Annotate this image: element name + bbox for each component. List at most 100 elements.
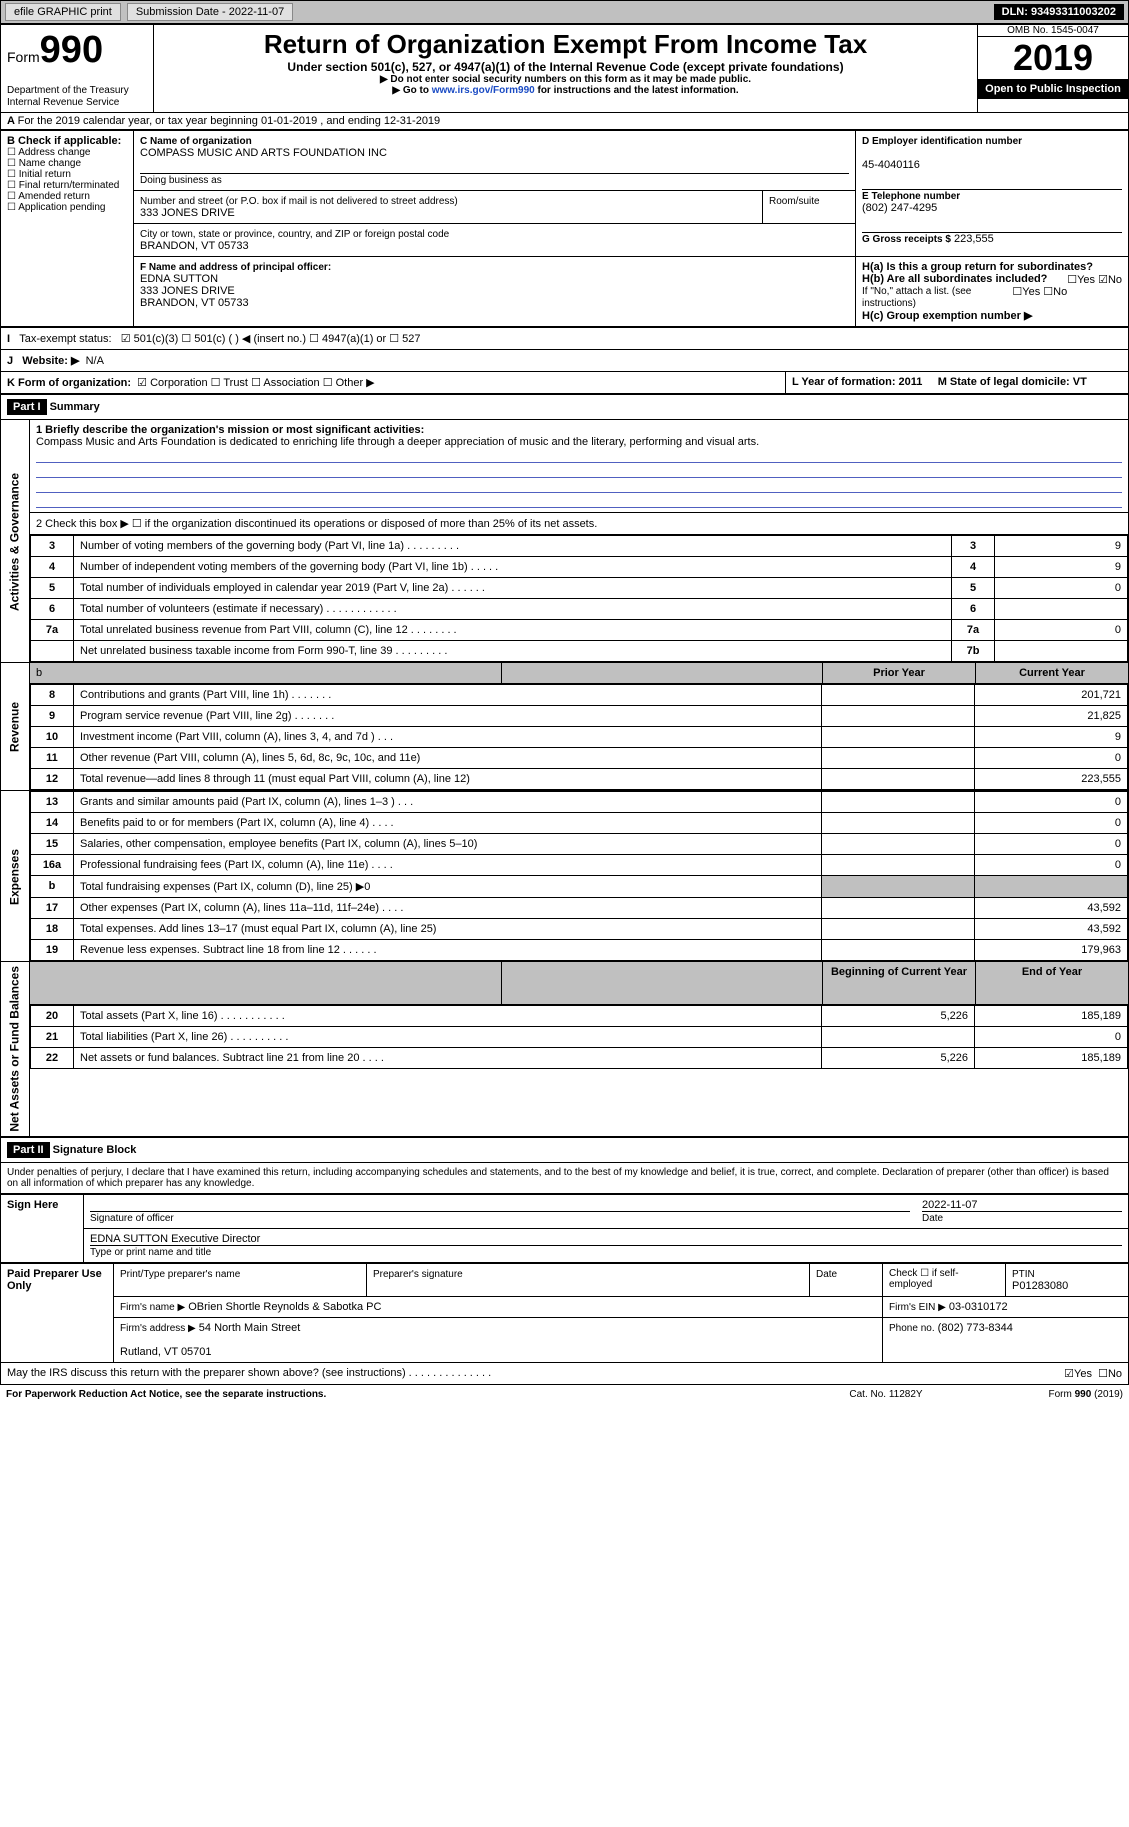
part1-table: Part I Summary Activities & Governance 1… <box>0 394 1129 1137</box>
checkbox-b-item[interactable]: ☐ Address change <box>7 147 127 158</box>
line-num: 17 <box>31 898 74 919</box>
checkbox-b-item[interactable]: ☐ Amended return <box>7 191 127 202</box>
line-num: 22 <box>31 1047 74 1068</box>
q2-cell: 2 Check this box ▶ ☐ if the organization… <box>30 513 1129 535</box>
current-year-val: 0 <box>975 1026 1128 1047</box>
line-text: Total expenses. Add lines 13–17 (must eq… <box>74 919 822 940</box>
line-val <box>995 599 1128 620</box>
checkbox-b-item[interactable]: ☐ Initial return <box>7 169 127 180</box>
line-text: Benefits paid to or for members (Part IX… <box>74 813 822 834</box>
omb-label: OMB No. 1545-0047 <box>978 25 1128 37</box>
form-version: Form 990 (2019) <box>967 1385 1129 1404</box>
gross-receipts: 223,555 <box>954 233 994 245</box>
form-org-option[interactable]: ☐ Association <box>251 377 323 389</box>
checkbox-b-item[interactable]: ☐ Name change <box>7 158 127 169</box>
irs-link[interactable]: www.irs.gov/Form990 <box>432 85 535 96</box>
current-year-val: 179,963 <box>975 940 1128 961</box>
website-cell: J Website: ▶ N/A <box>1 350 1129 372</box>
note-goto: ▶ Go to www.irs.gov/Form990 for instruct… <box>160 85 971 96</box>
current-year-val: 0 <box>975 792 1128 813</box>
line-val: 0 <box>995 578 1128 599</box>
vlabel-netassets: Net Assets or Fund Balances <box>1 962 30 1137</box>
current-year-val: 223,555 <box>975 769 1128 790</box>
header-table: Form990 Department of the Treasury Inter… <box>0 24 1129 113</box>
ein-value: 45-4040116 <box>862 159 920 171</box>
checkbox-b-item[interactable]: ☐ Final return/terminated <box>7 180 127 191</box>
ijk-table: I Tax-exempt status: ☑ 501(c)(3) ☐ 501(c… <box>0 327 1129 394</box>
line-num: 12 <box>31 769 74 790</box>
vlabel-revenue: Revenue <box>1 663 30 791</box>
line-box: 7b <box>952 641 995 662</box>
line-text: Total revenue—add lines 8 through 11 (mu… <box>74 769 822 790</box>
firm-addr-cell: Firm's address ▶ 54 North Main Street Ru… <box>114 1317 883 1362</box>
prep-name-cell: Print/Type preparer's name <box>114 1263 367 1296</box>
sig-date-cell: 2022-11-07 Date <box>916 1194 1129 1228</box>
org-name: COMPASS MUSIC AND ARTS FOUNDATION INC <box>140 147 387 159</box>
line-num: 10 <box>31 727 74 748</box>
efile-print-button[interactable]: efile GRAPHIC print <box>5 3 121 21</box>
line-text: Other expenses (Part IX, column (A), lin… <box>74 898 822 919</box>
firm-name-cell: Firm's name ▶ OBrien Shortle Reynolds & … <box>114 1296 883 1317</box>
prior-year-val <box>822 876 975 898</box>
line-box: 5 <box>952 578 995 599</box>
tax-status-option[interactable]: ☐ 4947(a)(1) or <box>309 333 389 345</box>
line-val: 9 <box>995 557 1128 578</box>
line-text: Net assets or fund balances. Subtract li… <box>74 1047 822 1068</box>
line-num: 18 <box>31 919 74 940</box>
line-num: 11 <box>31 748 74 769</box>
line-num: 5 <box>31 578 74 599</box>
b-label: b <box>30 663 502 684</box>
line-text: Total liabilities (Part X, line 26) . . … <box>74 1026 822 1047</box>
officer-name: EDNA SUTTON <box>140 273 218 285</box>
section-a-row: A For the 2019 calendar year, or tax yea… <box>0 113 1129 130</box>
checkbox-b-cell: B Check if applicable: ☐ Address change☐… <box>1 131 134 327</box>
line-num: 21 <box>31 1026 74 1047</box>
form-org-cell: K Form of organization: ☑ Corporation ☐ … <box>1 372 786 394</box>
part1-label: Part I <box>7 399 47 415</box>
line-val: 0 <box>995 620 1128 641</box>
current-year-val: 43,592 <box>975 898 1128 919</box>
entity-info-table: B Check if applicable: ☐ Address change☐… <box>0 130 1129 327</box>
line-num: 20 <box>31 1005 74 1026</box>
line-text: Total number of volunteers (estimate if … <box>74 599 952 620</box>
line-num: 14 <box>31 813 74 834</box>
line-text: Number of independent voting members of … <box>74 557 952 578</box>
line-num <box>31 641 74 662</box>
tax-status-option[interactable]: ☐ 501(c) ( ) ◀ (insert no.) <box>181 333 309 345</box>
officer-typed-name: EDNA SUTTON Executive Director <box>90 1233 1122 1246</box>
line-text: Total number of individuals employed in … <box>74 578 952 599</box>
prior-year-val <box>822 792 975 813</box>
prior-year-val <box>822 1026 975 1047</box>
begin-year-header: Beginning of Current Year <box>823 962 976 1005</box>
sign-here-label: Sign Here <box>1 1194 84 1262</box>
tax-status-option[interactable]: ☐ 527 <box>389 333 420 345</box>
line-box: 7a <box>952 620 995 641</box>
line-num: 16a <box>31 855 74 876</box>
current-year-val: 201,721 <box>975 685 1128 706</box>
line-text: Salaries, other compensation, employee b… <box>74 834 822 855</box>
line-text: Professional fundraising fees (Part IX, … <box>74 855 822 876</box>
form-org-option[interactable]: ☐ Trust <box>211 377 251 389</box>
line-num: 3 <box>31 536 74 557</box>
dept-label: Department of the Treasury Internal Reve… <box>7 85 129 108</box>
preparer-table: Paid Preparer Use Only Print/Type prepar… <box>0 1263 1129 1385</box>
form-org-option[interactable]: ☑ Corporation <box>137 377 210 389</box>
part2-table: Part II Signature Block Under penalties … <box>0 1137 1129 1194</box>
officer-cell: F Name and address of principal officer:… <box>134 257 856 327</box>
form-org-option[interactable]: ☐ Other ▶ <box>323 377 375 389</box>
line-text: Revenue less expenses. Subtract line 18 … <box>74 940 822 961</box>
line-text: Contributions and grants (Part VIII, lin… <box>74 685 822 706</box>
tax-status-option[interactable]: ☑ 501(c)(3) <box>121 333 182 345</box>
line-text: Grants and similar amounts paid (Part IX… <box>74 792 822 813</box>
cat-no: Cat. No. 11282Y <box>805 1385 967 1404</box>
checkbox-b-item[interactable]: ☐ Application pending <box>7 202 127 213</box>
prior-year-val <box>822 706 975 727</box>
room-cell: Room/suite <box>763 191 856 224</box>
tax-year: 2019 <box>978 37 1128 79</box>
addr-cell: Number and street (or P.O. box if mail i… <box>134 191 763 224</box>
line-text: Other revenue (Part VIII, column (A), li… <box>74 748 822 769</box>
current-year-header: Current Year <box>976 663 1129 684</box>
h-cell: H(a) Is this a group return for subordin… <box>856 257 1129 327</box>
part2-label: Part II <box>7 1142 50 1158</box>
dln-label: DLN: 93493311003202 <box>994 4 1124 20</box>
